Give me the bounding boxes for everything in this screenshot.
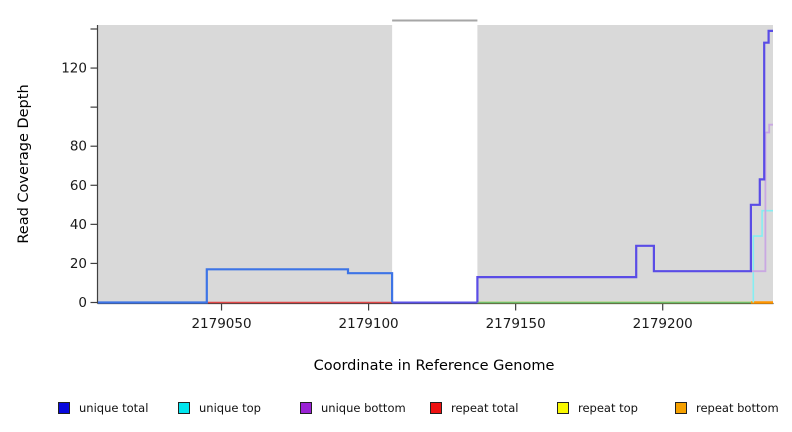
legend-swatch-repeat-total (430, 402, 442, 414)
legend-item-repeat-top: repeat top (557, 397, 638, 419)
y-axis-label: Read Coverage Depth (16, 84, 32, 244)
y-tick-label: 20 (70, 256, 87, 272)
legend-swatch-repeat-bottom (675, 402, 687, 414)
y-tick-label: 40 (70, 217, 87, 233)
legend-label: unique top (199, 401, 261, 415)
legend-label: unique bottom (321, 401, 406, 415)
y-tick-label: 120 (61, 61, 87, 77)
y-tick-label: 60 (70, 178, 87, 194)
legend-label: repeat bottom (696, 401, 779, 415)
legend-label: repeat total (451, 401, 519, 415)
legend: unique total unique top unique bottom repea… (0, 397, 792, 421)
series-line-unique-total (476, 29, 773, 303)
legend-label: repeat top (578, 401, 638, 415)
y-tick-label: 0 (78, 295, 87, 311)
legend-swatch-unique-top (178, 402, 190, 414)
legend-item-repeat-total: repeat total (430, 397, 518, 419)
shaded-region (477, 25, 773, 303)
x-tick-label: 2179200 (633, 316, 693, 332)
x-tick-label: 2179150 (486, 316, 546, 332)
legend-item-unique-top: unique top (178, 397, 261, 419)
series-line-unique-total (98, 268, 394, 304)
legend-swatch-unique-bottom (300, 402, 312, 414)
legend-item-repeat-bottom: repeat bottom (675, 397, 779, 419)
y-tick-label: 80 (70, 139, 87, 155)
shaded-region (98, 25, 393, 303)
legend-item-unique-bottom: unique bottom (300, 397, 406, 419)
legend-swatch-unique-total (58, 402, 70, 414)
legend-swatch-repeat-top (557, 402, 569, 414)
x-axis-label: Coordinate in Reference Genome (313, 358, 555, 374)
legend-item-unique-total: unique total (58, 397, 148, 419)
x-tick-label: 2179050 (191, 316, 251, 332)
series-line-unique-bottom (750, 123, 773, 273)
legend-label: unique total (79, 401, 149, 415)
x-tick-label: 2179100 (339, 316, 399, 332)
